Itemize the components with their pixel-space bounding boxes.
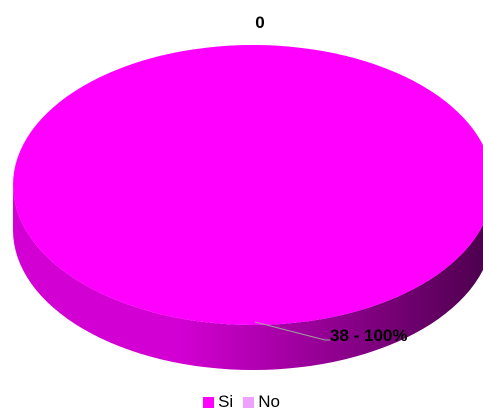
data-label-si: 38 - 100% [330,326,408,345]
leader-line [254,321,330,341]
legend-item-si: Si [203,392,233,412]
legend-label-si: Si [218,392,234,411]
legend-item-no: No [243,392,280,412]
data-label-no: 0 [255,13,264,32]
legend-swatch-si [203,396,215,408]
pie-slice-si [13,45,483,325]
legend: Si No [0,392,483,412]
legend-swatch-no [243,396,255,408]
pie-slice-si-side [13,185,483,370]
legend-label-no: No [258,392,280,411]
